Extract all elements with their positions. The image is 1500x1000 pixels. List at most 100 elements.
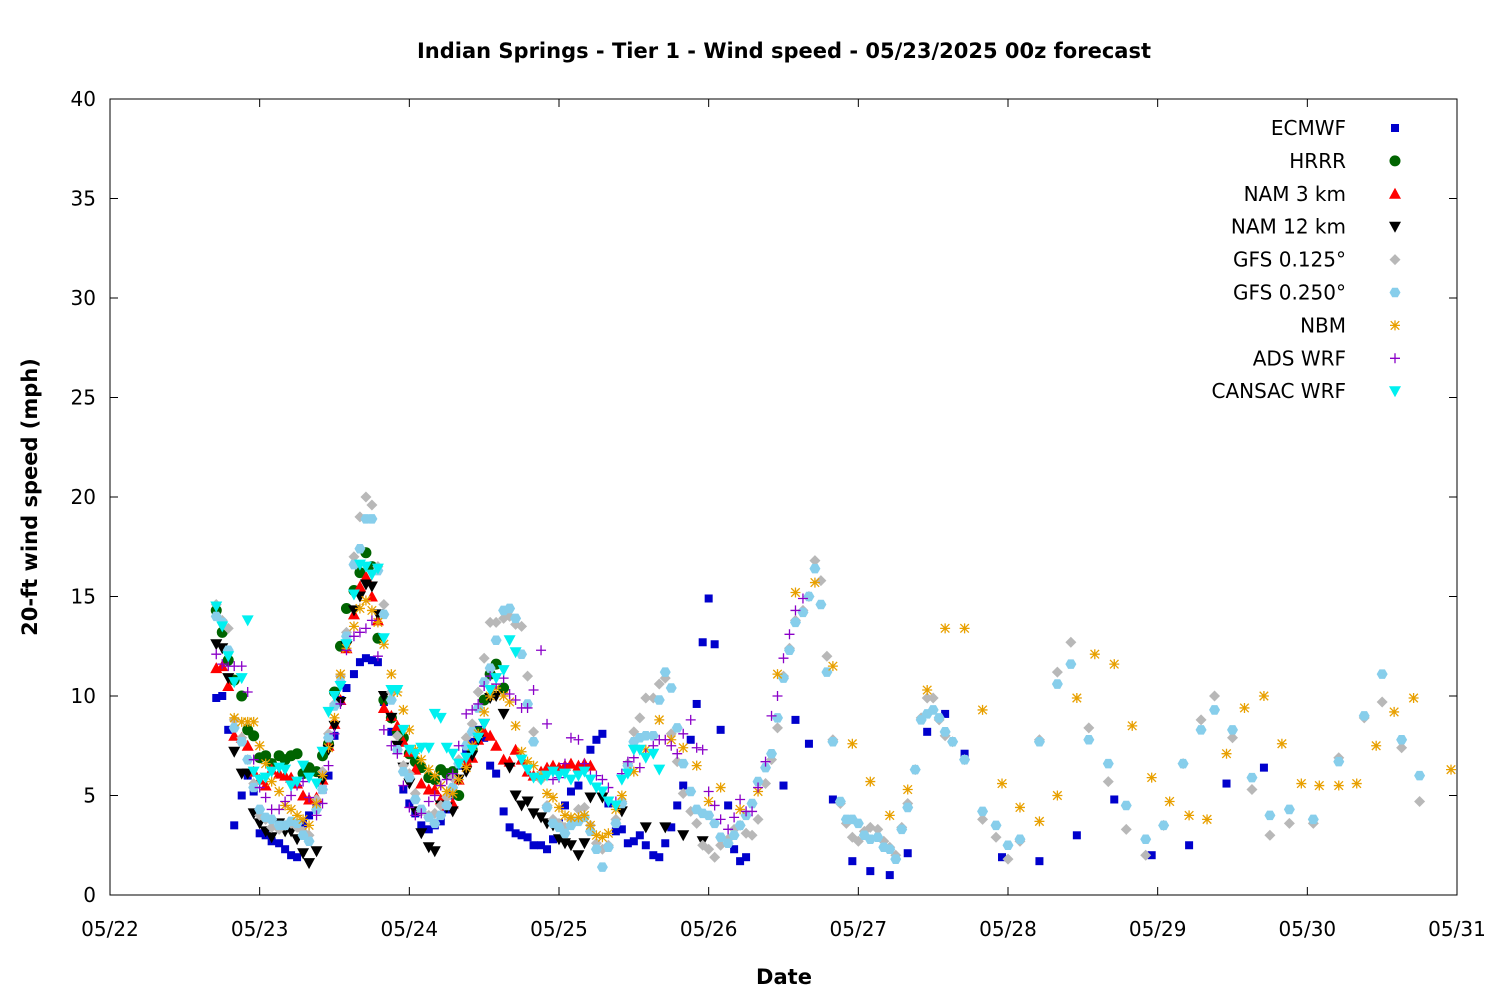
data-point-nam-3-km bbox=[377, 701, 390, 713]
data-point-gfs-0-250 bbox=[746, 798, 758, 809]
data-point-gfs-0-250 bbox=[1358, 711, 1370, 721]
data-point-nam-12-km bbox=[222, 673, 235, 685]
data-point-gfs-0-250 bbox=[385, 695, 397, 705]
data-point-cansac-wrf bbox=[222, 651, 235, 663]
y-tick-label: 40 bbox=[71, 87, 96, 111]
data-point-gfs-0-125 bbox=[348, 551, 360, 563]
data-point-gfs-0-250 bbox=[559, 828, 571, 839]
data-point-gfs-0-125 bbox=[809, 555, 821, 567]
data-point-cansac-wrf bbox=[535, 774, 548, 786]
data-point-nbm bbox=[554, 802, 564, 813]
data-point-ads-wrf bbox=[536, 645, 547, 656]
data-point-cansac-wrf bbox=[653, 764, 666, 776]
data-point-nam-12-km bbox=[677, 830, 690, 842]
data-point-ecmwf bbox=[492, 769, 501, 778]
data-point-nam-12-km bbox=[265, 832, 278, 844]
data-point-gfs-0-125 bbox=[815, 575, 827, 587]
data-point-gfs-0-125 bbox=[1051, 666, 1063, 678]
data-point-cansac-wrf bbox=[422, 742, 435, 754]
data-point-nbm bbox=[504, 696, 515, 707]
legend-label-nam-3-km: NAM 3 km bbox=[1244, 182, 1346, 206]
data-point-nam-12-km bbox=[503, 762, 516, 774]
data-point-nbm bbox=[902, 784, 913, 795]
y-axis-label: 20-ft wind speed (mph) bbox=[18, 358, 42, 636]
data-point-nbm bbox=[354, 603, 365, 614]
data-point-ecmwf bbox=[480, 733, 489, 742]
data-point-nam-3-km bbox=[353, 580, 366, 592]
data-point-gfs-0-250 bbox=[852, 818, 864, 829]
data-point-nbm bbox=[865, 776, 876, 787]
data-point-ecmwf bbox=[736, 857, 745, 866]
data-point-nbm bbox=[1164, 796, 1175, 807]
data-point-ads-wrf bbox=[217, 659, 228, 670]
data-point-nbm bbox=[528, 760, 539, 771]
data-point-ecmwf bbox=[998, 853, 1007, 862]
data-point-ecmwf bbox=[511, 829, 520, 838]
legend-marker-ecmwf bbox=[1391, 124, 1399, 132]
data-point-ecmwf bbox=[560, 801, 569, 810]
data-point-ecmwf bbox=[281, 845, 290, 854]
data-point-nbm bbox=[254, 740, 265, 751]
x-axis-label: Date bbox=[756, 965, 812, 989]
data-point-ads-wrf bbox=[772, 691, 783, 701]
legend: ECMWF HRRR NAM 3 km NAM 12 km GFS 0.125° GFS … bbox=[1211, 116, 1401, 403]
legend-label-ecmwf: ECMWF bbox=[1271, 116, 1346, 140]
data-point-gfs-0-250 bbox=[1033, 737, 1045, 747]
data-point-nam-3-km bbox=[365, 590, 378, 602]
data-point-cansac-wrf bbox=[440, 742, 453, 754]
data-point-cansac-wrf bbox=[365, 569, 378, 581]
legend-label-ads-wrf: ADS WRF bbox=[1253, 346, 1346, 370]
data-point-cansac-wrf bbox=[377, 633, 390, 645]
data-point-nam-12-km bbox=[415, 828, 428, 840]
x-tick-label: 05/31 bbox=[1428, 917, 1486, 941]
data-point-ads-wrf bbox=[697, 744, 708, 755]
data-point-cansac-wrf bbox=[490, 673, 503, 685]
data-point-ecmwf bbox=[1222, 779, 1231, 788]
data-point-hrrr bbox=[291, 748, 303, 760]
data-point-gfs-0-250 bbox=[1307, 814, 1319, 825]
data-point-gfs-0-250 bbox=[403, 772, 415, 783]
data-point-ads-wrf bbox=[248, 754, 259, 765]
data-point-gfs-0-125 bbox=[516, 620, 528, 632]
data-point-ecmwf bbox=[1072, 831, 1081, 840]
data-point-nbm bbox=[603, 828, 614, 839]
data-point-ecmwf bbox=[903, 849, 912, 858]
data-point-ads-wrf bbox=[790, 605, 801, 616]
data-point-nbm bbox=[236, 716, 247, 727]
data-point-ecmwf bbox=[667, 823, 676, 832]
data-point-cansac-wrf bbox=[228, 677, 241, 689]
data-point-cansac-wrf bbox=[639, 752, 652, 764]
data-point-ads-wrf bbox=[423, 796, 434, 807]
data-point-nbm bbox=[335, 669, 346, 680]
data-point-nam-12-km bbox=[303, 858, 316, 870]
data-point-nam-3-km bbox=[359, 570, 372, 582]
data-point-gfs-0-250 bbox=[354, 543, 366, 554]
data-point-ads-wrf bbox=[747, 806, 758, 817]
data-point-nam-12-km bbox=[428, 846, 441, 858]
data-point-ecmwf bbox=[355, 658, 364, 667]
data-point-nam-12-km bbox=[365, 581, 378, 593]
data-point-ecmwf bbox=[230, 821, 239, 830]
data-point-nbm bbox=[479, 706, 490, 717]
data-point-cansac-wrf bbox=[235, 673, 248, 685]
data-point-ads-wrf bbox=[528, 685, 539, 696]
data-point-ecmwf bbox=[499, 807, 508, 816]
x-tick-label: 05/27 bbox=[830, 917, 888, 941]
series-ads-wrf bbox=[211, 593, 808, 835]
data-point-gfs-0-250 bbox=[715, 832, 727, 843]
data-point-nam-12-km bbox=[297, 848, 310, 860]
data-point-ads-wrf bbox=[504, 689, 515, 700]
data-point-nam-12-km bbox=[639, 822, 652, 834]
data-point-nam-3-km bbox=[490, 739, 503, 751]
legend-marker-gfs-0-125 bbox=[1389, 254, 1401, 266]
data-point-ads-wrf bbox=[685, 714, 696, 725]
data-point-gfs-0-250 bbox=[1414, 770, 1426, 781]
data-point-cansac-wrf bbox=[265, 766, 278, 778]
data-point-ads-wrf bbox=[441, 774, 452, 785]
data-point-cansac-wrf bbox=[409, 748, 422, 760]
data-point-ecmwf bbox=[655, 853, 664, 862]
data-point-ads-wrf bbox=[435, 780, 446, 791]
data-point-gfs-0-250 bbox=[789, 617, 801, 628]
data-point-cansac-wrf bbox=[578, 766, 591, 778]
